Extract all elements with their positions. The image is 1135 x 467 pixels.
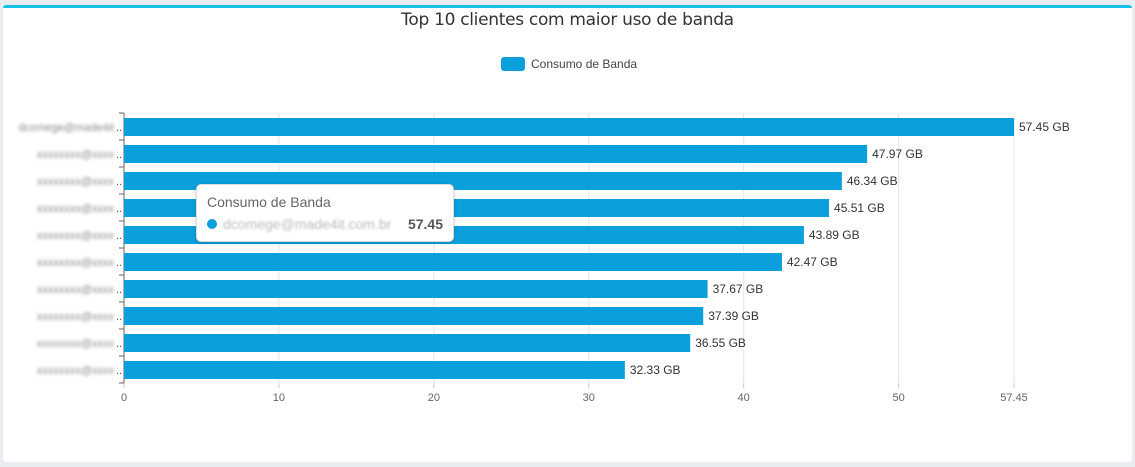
bar [124,334,691,352]
data-label: 46.34 GB [847,174,898,188]
ellipsis: .. [116,176,122,188]
ellipsis: .. [116,203,122,215]
x-tick-label: 10 [273,392,285,404]
y-category-label: xxxxxxxx@xxxx [37,338,115,350]
bar [124,307,704,325]
data-label: 36.55 GB [695,336,746,350]
y-category-label: xxxxxxxx@xxxx [37,311,115,323]
legend[interactable]: Consumo de Banda [501,57,637,71]
bar [124,253,782,271]
y-category-label: dcomege@made4it [18,122,114,134]
tooltip-dot [207,219,217,229]
y-category-label: xxxxxxxx@xxxx [37,149,115,161]
ellipsis: .. [116,122,122,134]
chart-title: Top 10 clientes com maior uso de banda [401,10,734,30]
y-category-label: xxxxxxxx@xxxx [37,176,115,188]
tooltip: Consumo de Banda dcomege@made4it.com.br … [196,184,454,242]
data-label: 37.39 GB [708,309,759,323]
y-category-label: xxxxxxxx@xxxx [37,284,115,296]
data-label: 43.89 GB [809,228,860,242]
x-tick-label: 57.45 [1000,392,1028,404]
bar [124,118,1014,136]
ellipsis: .. [116,338,122,350]
legend-swatch [501,57,525,71]
tooltip-value: 57.45 [407,216,443,232]
ellipsis: .. [116,257,122,269]
legend-label: Consumo de Banda [531,57,638,71]
x-tick-label: 50 [892,392,904,404]
ellipsis: .. [116,230,122,242]
x-tick-label: 40 [738,392,750,404]
data-label: 47.97 GB [872,147,923,161]
ellipsis: .. [116,365,122,377]
y-category-label: xxxxxxxx@xxxx [37,203,115,215]
data-label: 45.51 GB [834,201,885,215]
tooltip-label: dcomege@made4it.com.br [223,216,392,232]
data-label: 32.33 GB [630,363,681,377]
ellipsis: .. [116,284,122,296]
y-category-label: xxxxxxxx@xxxx [37,257,115,269]
tooltip-title: Consumo de Banda [207,194,331,210]
data-label: 57.45 GB [1019,120,1070,134]
y-category-label: xxxxxxxx@xxxx [37,365,115,377]
x-tick-label: 0 [121,392,127,404]
data-label: 42.47 GB [787,255,838,269]
bar [124,361,625,379]
bar [124,280,708,298]
bar [124,145,868,163]
ellipsis: .. [116,149,122,161]
y-category-label: xxxxxxxx@xxxx [37,230,115,242]
ellipsis: .. [116,311,122,323]
x-tick-label: 30 [583,392,595,404]
data-label: 37.67 GB [713,282,764,296]
x-tick-label: 20 [428,392,440,404]
